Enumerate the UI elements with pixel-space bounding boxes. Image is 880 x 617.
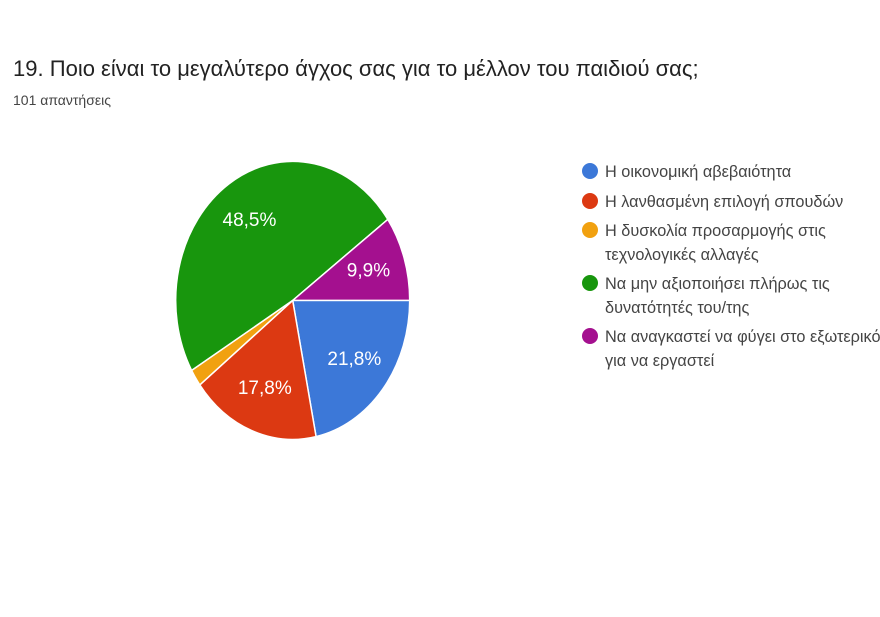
svg-text:48,5%: 48,5% xyxy=(223,210,277,231)
svg-text:9,9%: 9,9% xyxy=(347,260,390,281)
svg-text:21,8%: 21,8% xyxy=(327,349,381,370)
svg-text:17,8%: 17,8% xyxy=(238,378,292,399)
